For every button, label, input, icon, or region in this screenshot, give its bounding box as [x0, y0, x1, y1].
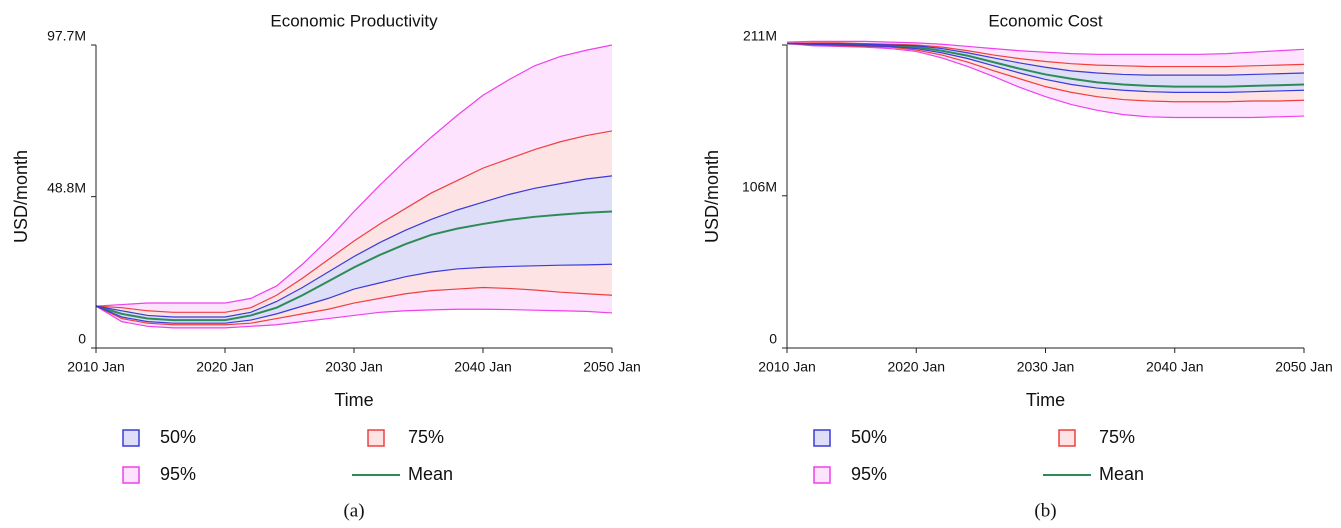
x-tick-label: 2010 Jan	[67, 359, 125, 375]
legend-swatch	[122, 429, 140, 447]
legend-label: 95%	[160, 464, 196, 484]
band-edge	[787, 42, 1305, 76]
y-tick-label: 0	[769, 331, 777, 347]
band-edge	[95, 130, 613, 313]
legend-label: Mean	[408, 464, 453, 484]
legend-swatch	[813, 466, 831, 484]
x-tick-label: 2050 Jan	[1275, 359, 1333, 375]
band-edge	[786, 42, 1305, 93]
chart-title: Economic Cost	[988, 11, 1103, 30]
legend-label: 95%	[851, 464, 887, 484]
panel-label: (a)	[343, 500, 364, 521]
band-edge	[786, 42, 1305, 68]
x-tick-label: 2030 Jan	[1017, 359, 1075, 375]
y-tick-label: 48.8M	[47, 179, 86, 195]
x-tick-label: 2050 Jan	[583, 359, 641, 375]
legend-label: 75%	[408, 427, 444, 447]
band-edge	[786, 42, 1305, 119]
band-edge	[95, 263, 613, 324]
x-axis-label: Time	[1026, 390, 1065, 410]
x-axis-label: Time	[334, 390, 373, 410]
band-edge	[786, 40, 1305, 55]
y-tick-label: 0	[78, 331, 86, 347]
x-tick-label: 2020 Jan	[887, 359, 945, 375]
x-tick-label: 2010 Jan	[758, 359, 816, 375]
legend-swatch	[1058, 429, 1076, 447]
y-axis-label: USD/month	[702, 150, 722, 243]
mean-line	[787, 42, 1305, 88]
legend-label: 75%	[1099, 427, 1135, 447]
band-edge	[95, 305, 613, 329]
x-tick-label: 2040 Jan	[1146, 359, 1204, 375]
band-edge	[786, 42, 1305, 103]
legend-swatch	[813, 429, 831, 447]
panel-label: (b)	[1034, 500, 1056, 521]
y-tick-label: 97.7M	[47, 28, 86, 44]
mean-line	[95, 210, 613, 322]
legend-label: 50%	[851, 427, 887, 447]
x-tick-label: 2030 Jan	[325, 359, 383, 375]
y-axis-label: USD/month	[11, 150, 31, 243]
band-fill	[96, 175, 612, 324]
x-tick-label: 2020 Jan	[196, 359, 254, 375]
band-edge	[95, 286, 613, 326]
chart-title: Economic Productivity	[270, 11, 438, 30]
y-tick-label: 211M	[743, 28, 777, 44]
band-edge	[95, 44, 613, 307]
x-tick-label: 2040 Jan	[454, 359, 512, 375]
legend-swatch	[367, 429, 385, 447]
band-edge	[95, 175, 613, 318]
legend-label: 50%	[160, 427, 196, 447]
legend-swatch	[122, 466, 140, 484]
legend-label: Mean	[1099, 464, 1144, 484]
band-fill	[787, 43, 1304, 93]
band-fill	[96, 130, 612, 325]
y-tick-label: 106M	[742, 178, 777, 194]
